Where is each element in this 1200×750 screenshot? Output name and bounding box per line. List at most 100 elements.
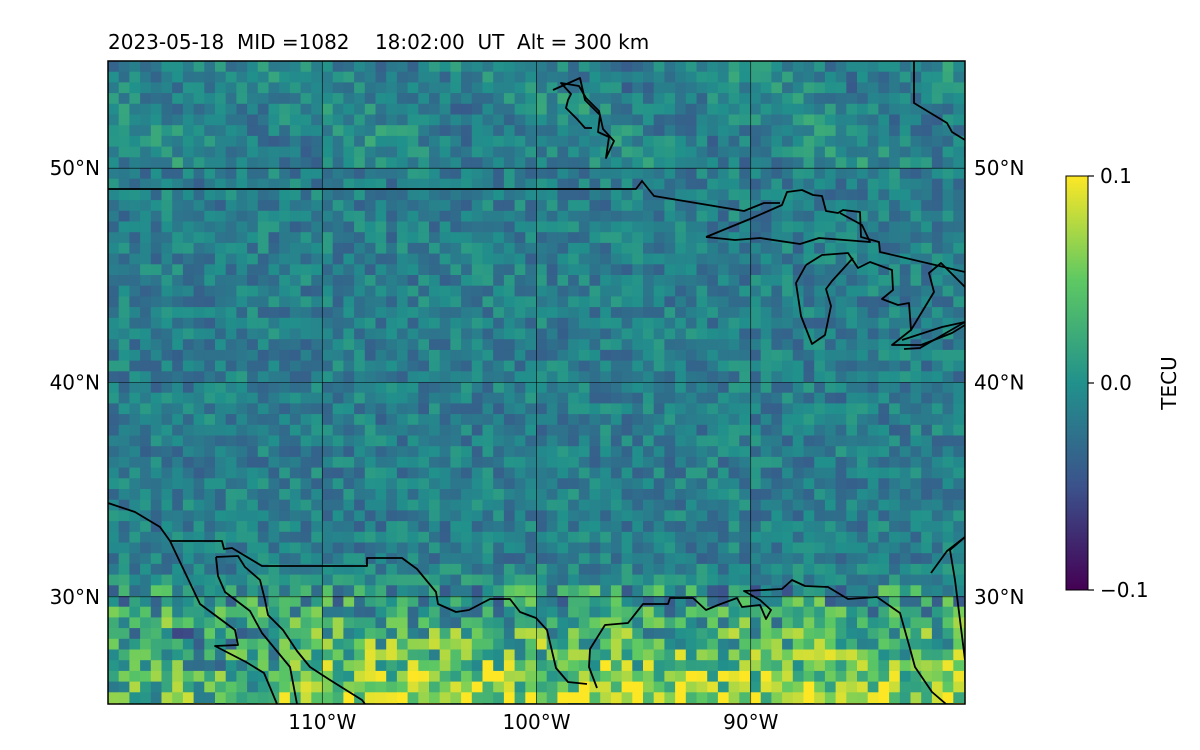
- heat-cell: [536, 670, 548, 683]
- heat-cell: [578, 135, 591, 148]
- heat-cell: [386, 563, 398, 576]
- heat-cell: [889, 232, 901, 244]
- heat-cell: [108, 296, 120, 308]
- heat-cell: [140, 93, 152, 105]
- heat-cell: [364, 574, 377, 586]
- heat-cell: [471, 478, 484, 490]
- heat-cell: [600, 692, 612, 704]
- heat-cell: [621, 264, 633, 276]
- heat-cell: [140, 606, 152, 618]
- heat-cell: [910, 168, 922, 180]
- heat-cell: [471, 596, 484, 608]
- heat-cell: [236, 210, 248, 223]
- heat-cell: [610, 125, 623, 137]
- heat-cell: [536, 275, 548, 287]
- heat-cell: [857, 681, 869, 693]
- heat-cell: [225, 264, 237, 276]
- heat-cell: [685, 93, 698, 105]
- heat-cell: [493, 382, 505, 394]
- heat-cell: [546, 392, 558, 404]
- heat-cell: [728, 360, 740, 372]
- heat-cell: [247, 264, 259, 276]
- heat-cell: [803, 93, 815, 105]
- heat-cell: [578, 307, 591, 319]
- heat-cell: [750, 435, 762, 447]
- heat-cell: [792, 232, 805, 244]
- heat-cell: [140, 660, 152, 672]
- heat-cell: [857, 125, 869, 137]
- heat-cell: [247, 200, 259, 212]
- heat-cell: [268, 371, 280, 383]
- heat-cell: [407, 435, 419, 447]
- heat-cell: [685, 574, 698, 586]
- heat-cell: [161, 275, 173, 287]
- heat-cell: [803, 521, 815, 533]
- heat-cell: [354, 221, 366, 233]
- heat-cell: [300, 200, 312, 212]
- heat-cell: [118, 617, 130, 629]
- heat-cell: [493, 499, 505, 511]
- heat-cell: [717, 125, 730, 137]
- heat-cell: [429, 317, 441, 330]
- heat-cell: [375, 328, 387, 340]
- heat-cell: [493, 200, 505, 212]
- heat-cell: [204, 660, 216, 672]
- heat-cell: [332, 574, 344, 586]
- heat-cell: [471, 692, 484, 704]
- heat-cell: [717, 499, 730, 511]
- heat-cell: [108, 93, 120, 105]
- heat-cell: [461, 71, 473, 83]
- heat-cell: [471, 499, 484, 511]
- heat-cell: [525, 521, 537, 533]
- heat-cell: [407, 114, 419, 126]
- heat-cell: [268, 424, 280, 437]
- heat-cell: [332, 339, 344, 351]
- heat-cell: [204, 563, 216, 576]
- heat-cell: [707, 339, 719, 351]
- heat-cell: [889, 242, 901, 255]
- heat-cell: [953, 403, 965, 415]
- heat-cell: [536, 446, 548, 458]
- heat-cell: [225, 146, 237, 158]
- heat-cell: [215, 114, 227, 126]
- heat-cell: [878, 103, 890, 116]
- heat-cell: [846, 596, 858, 608]
- heat-cell: [300, 638, 312, 651]
- heat-cell: [942, 489, 954, 501]
- heat-cell: [589, 628, 601, 640]
- heat-cell: [685, 435, 698, 447]
- heat-cell: [450, 456, 462, 469]
- heat-cell: [653, 606, 665, 618]
- heat-cell: [942, 275, 954, 287]
- heat-cell: [664, 670, 676, 683]
- heat-cell: [514, 371, 526, 383]
- heat-cell: [589, 638, 601, 651]
- heat-cell: [771, 596, 783, 608]
- heat-cell: [728, 553, 740, 565]
- heat-cell: [696, 146, 708, 158]
- heat-cell: [525, 392, 537, 404]
- heat-cell: [664, 692, 676, 704]
- heat-cell: [311, 424, 323, 437]
- heat-cell: [685, 456, 698, 469]
- heat-cell: [632, 606, 644, 618]
- heat-cell: [610, 264, 623, 276]
- heat-cell: [953, 168, 965, 180]
- heat-cell: [150, 157, 163, 169]
- heat-cell: [835, 157, 847, 169]
- heat-cell: [215, 189, 227, 201]
- heat-cell: [354, 135, 366, 148]
- heat-cell: [172, 242, 184, 255]
- heat-cell: [129, 371, 141, 383]
- heat-cell: [857, 596, 869, 608]
- heat-cell: [193, 114, 205, 126]
- heat-cell: [632, 403, 644, 415]
- heat-cell: [396, 424, 409, 437]
- heat-cell: [707, 360, 719, 372]
- heat-cell: [129, 114, 141, 126]
- heat-cell: [643, 574, 655, 586]
- heat-cell: [289, 574, 302, 586]
- heat-cell: [696, 467, 708, 479]
- heat-cell: [375, 435, 387, 447]
- heat-cell: [140, 392, 152, 404]
